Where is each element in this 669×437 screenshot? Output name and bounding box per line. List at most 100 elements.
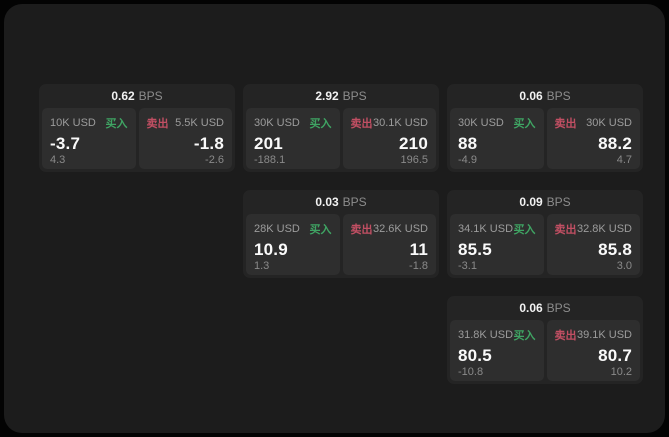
- cards-grid: 0.62 BPS 10K USD 买入 -3.7 4.3 卖出 5.5K USD…: [39, 84, 643, 384]
- sell-value: 210: [399, 134, 428, 153]
- sell-tag: 卖出: [350, 118, 373, 130]
- buy-amount: 34.1K USD: [458, 223, 514, 235]
- sell-amount: 30K USD: [586, 117, 632, 129]
- sell-panel[interactable]: 卖出 32.6K USD 11 -1.8: [342, 214, 436, 275]
- quote-card[interactable]: 0.09 BPS 34.1K USD 买入 85.5 -3.1 卖出 32.8K…: [447, 190, 643, 278]
- sell-delta: 3.0: [616, 260, 632, 272]
- sell-top-row: 卖出 32.6K USD: [351, 221, 429, 237]
- quote-card[interactable]: 2.92 BPS 30K USD 买入 201 -188.1 卖出 30.1K …: [243, 84, 439, 172]
- buy-delta: -188.1: [254, 154, 286, 166]
- buy-delta: 4.3: [50, 154, 66, 166]
- buy-delta: 1.3: [254, 260, 270, 272]
- card-header: 0.06 BPS: [450, 84, 640, 108]
- buy-panel[interactable]: 28K USD 买入 10.9 1.3: [246, 214, 340, 275]
- quote-panels: 30K USD 买入 88 -4.9 卖出 30K USD 88.2 4.7: [450, 108, 640, 169]
- buy-amount: 31.8K USD: [458, 329, 514, 341]
- sell-tag: 卖出: [554, 118, 577, 130]
- sell-delta: 196.5: [400, 154, 428, 166]
- sell-amount: 32.8K USD: [576, 223, 632, 235]
- sell-value: 11: [409, 240, 428, 259]
- buy-value: 88: [458, 134, 478, 153]
- sell-amount: 30.1K USD: [372, 117, 428, 129]
- buy-value: 85.5: [458, 240, 492, 259]
- main-panel: 0.62 BPS 10K USD 买入 -3.7 4.3 卖出 5.5K USD…: [4, 4, 665, 433]
- buy-value: 10.9: [254, 240, 288, 259]
- sell-top-row: 卖出 39.1K USD: [555, 327, 633, 343]
- bps-unit-label: BPS: [342, 195, 367, 209]
- buy-top-row: 30K USD 买入: [254, 115, 332, 131]
- sell-value: 80.7: [598, 346, 632, 365]
- bps-value: 0.62: [111, 89, 135, 103]
- sell-tag: 卖出: [350, 224, 373, 236]
- buy-delta: -10.8: [458, 366, 484, 378]
- sell-top-row: 卖出 32.8K USD: [555, 221, 633, 237]
- buy-amount: 30K USD: [254, 117, 300, 129]
- bps-value: 0.06: [519, 301, 543, 315]
- sell-top-row: 卖出 5.5K USD: [147, 115, 225, 131]
- buy-delta: -3.1: [458, 260, 477, 272]
- buy-tag: 买入: [309, 118, 332, 130]
- quote-card[interactable]: 0.62 BPS 10K USD 买入 -3.7 4.3 卖出 5.5K USD…: [39, 84, 235, 172]
- buy-value: 201: [254, 134, 283, 153]
- buy-tag: 买入: [513, 330, 536, 342]
- sell-value: -1.8: [193, 134, 224, 153]
- card-header: 0.06 BPS: [450, 296, 640, 320]
- sell-panel[interactable]: 卖出 30.1K USD 210 196.5: [342, 108, 436, 169]
- bps-unit-label: BPS: [546, 195, 571, 209]
- sell-tag: 卖出: [146, 118, 169, 130]
- bps-unit-label: BPS: [546, 89, 571, 103]
- buy-panel[interactable]: 30K USD 买入 88 -4.9: [450, 108, 544, 169]
- bps-value: 2.92: [315, 89, 339, 103]
- bps-value: 0.03: [315, 195, 339, 209]
- sell-panel[interactable]: 卖出 32.8K USD 85.8 3.0: [546, 214, 640, 275]
- buy-top-row: 31.8K USD 买入: [458, 327, 536, 343]
- buy-amount: 10K USD: [50, 117, 96, 129]
- sell-panel[interactable]: 卖出 30K USD 88.2 4.7: [546, 108, 640, 169]
- sell-delta: 4.7: [616, 154, 632, 166]
- buy-amount: 30K USD: [458, 117, 504, 129]
- buy-tag: 买入: [513, 224, 536, 236]
- sell-value: 85.8: [598, 240, 632, 259]
- sell-amount: 39.1K USD: [576, 329, 632, 341]
- bps-value: 0.06: [519, 89, 543, 103]
- sell-delta: 10.2: [610, 366, 632, 378]
- quote-panels: 28K USD 买入 10.9 1.3 卖出 32.6K USD 11 -1.8: [246, 214, 436, 275]
- buy-value: 80.5: [458, 346, 492, 365]
- buy-top-row: 30K USD 买入: [458, 115, 536, 131]
- sell-tag: 卖出: [554, 330, 577, 342]
- quote-panels: 10K USD 买入 -3.7 4.3 卖出 5.5K USD -1.8 -2.…: [42, 108, 232, 169]
- buy-delta: -4.9: [458, 154, 477, 166]
- buy-top-row: 10K USD 买入: [50, 115, 128, 131]
- sell-delta: -1.8: [409, 260, 428, 272]
- sell-panel[interactable]: 卖出 5.5K USD -1.8 -2.6: [138, 108, 232, 169]
- card-header: 0.62 BPS: [42, 84, 232, 108]
- card-header: 2.92 BPS: [246, 84, 436, 108]
- sell-amount: 32.6K USD: [372, 223, 428, 235]
- quote-panels: 31.8K USD 买入 80.5 -10.8 卖出 39.1K USD 80.…: [450, 320, 640, 381]
- buy-panel[interactable]: 10K USD 买入 -3.7 4.3: [42, 108, 136, 169]
- quote-card[interactable]: 0.03 BPS 28K USD 买入 10.9 1.3 卖出 32.6K US…: [243, 190, 439, 278]
- bps-unit-label: BPS: [546, 301, 571, 315]
- buy-panel[interactable]: 34.1K USD 买入 85.5 -3.1: [450, 214, 544, 275]
- sell-tag: 卖出: [554, 224, 577, 236]
- buy-tag: 买入: [309, 224, 332, 236]
- buy-tag: 买入: [513, 118, 536, 130]
- bps-unit-label: BPS: [342, 89, 367, 103]
- quote-card[interactable]: 0.06 BPS 31.8K USD 买入 80.5 -10.8 卖出 39.1…: [447, 296, 643, 384]
- bps-unit-label: BPS: [138, 89, 163, 103]
- sell-top-row: 卖出 30K USD: [555, 115, 633, 131]
- buy-top-row: 28K USD 买入: [254, 221, 332, 237]
- sell-amount: 5.5K USD: [175, 117, 224, 129]
- card-header: 0.03 BPS: [246, 190, 436, 214]
- bps-value: 0.09: [519, 195, 543, 209]
- buy-tag: 买入: [105, 118, 128, 130]
- sell-delta: -2.6: [205, 154, 224, 166]
- sell-top-row: 卖出 30.1K USD: [351, 115, 429, 131]
- quote-card[interactable]: 0.06 BPS 30K USD 买入 88 -4.9 卖出 30K USD 8…: [447, 84, 643, 172]
- buy-amount: 28K USD: [254, 223, 300, 235]
- quote-panels: 34.1K USD 买入 85.5 -3.1 卖出 32.8K USD 85.8…: [450, 214, 640, 275]
- sell-panel[interactable]: 卖出 39.1K USD 80.7 10.2: [546, 320, 640, 381]
- buy-panel[interactable]: 31.8K USD 买入 80.5 -10.8: [450, 320, 544, 381]
- buy-panel[interactable]: 30K USD 买入 201 -188.1: [246, 108, 340, 169]
- buy-top-row: 34.1K USD 买入: [458, 221, 536, 237]
